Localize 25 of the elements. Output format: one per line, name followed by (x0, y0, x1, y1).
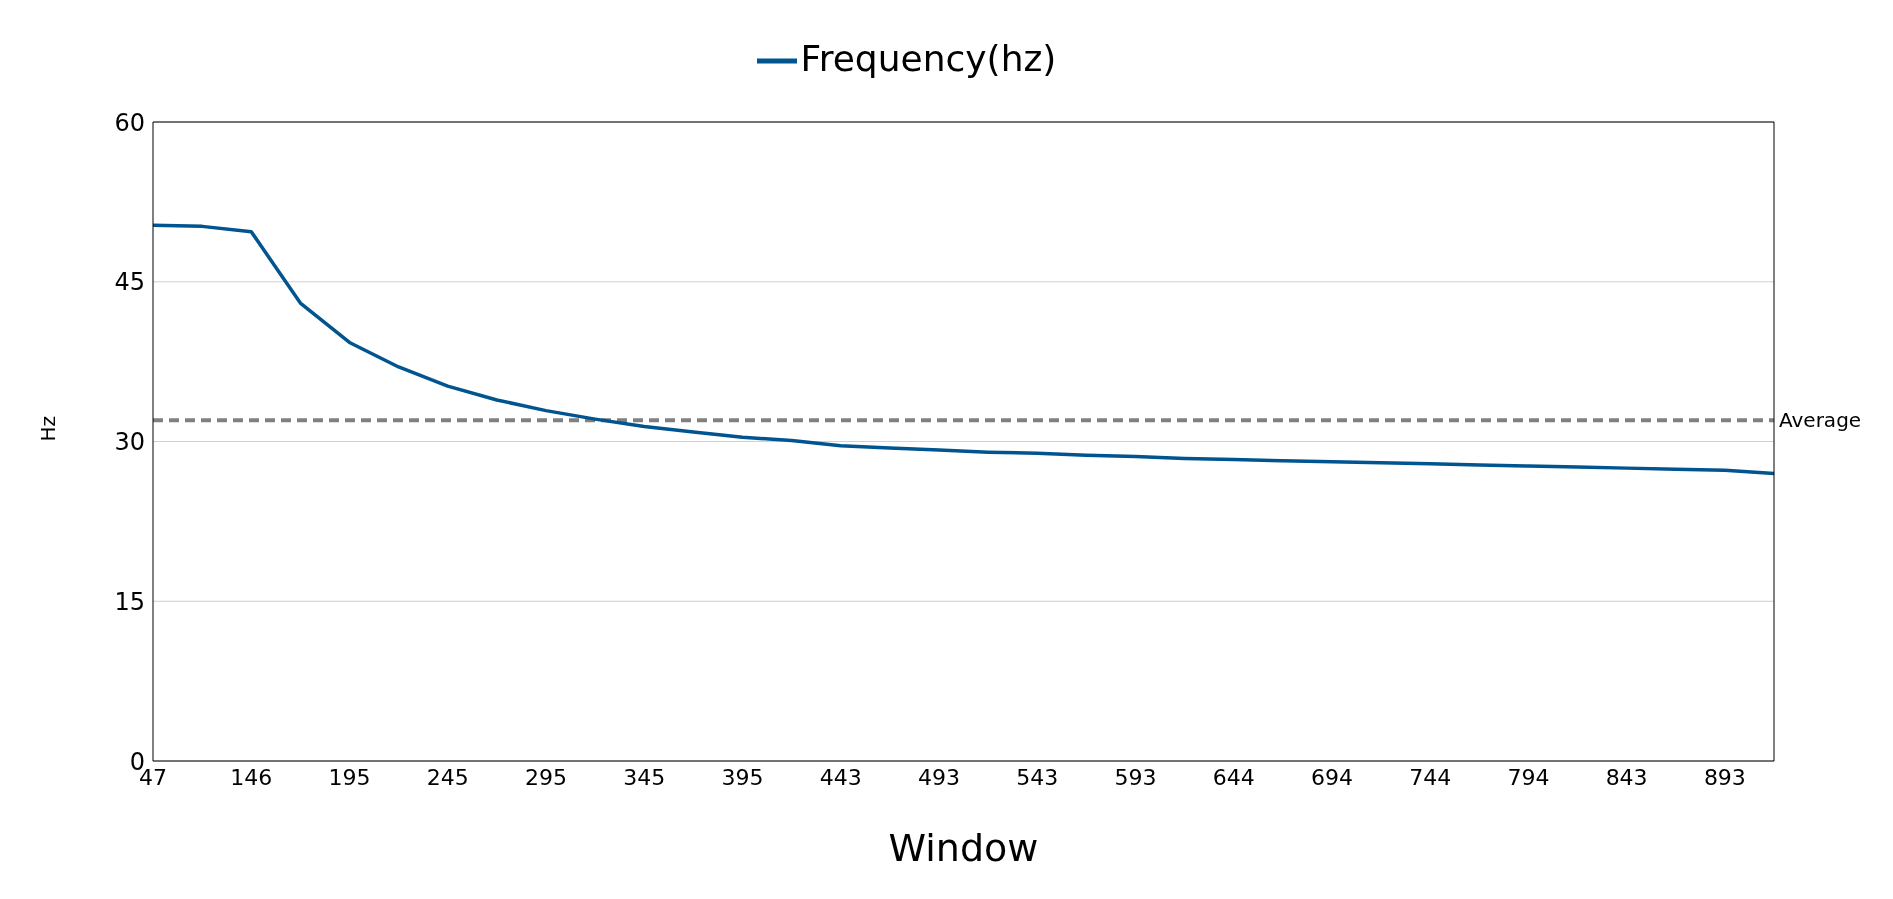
line-series (151, 223, 1776, 476)
x-tick-label: 744 (1409, 764, 1452, 790)
x-tick-label: 146 (230, 764, 273, 790)
y-axis-title: Hz (36, 415, 61, 442)
x-tick-label: 694 (1310, 764, 1353, 790)
y-tick-label: 15 (114, 587, 145, 616)
x-tick-label: 843 (1605, 764, 1648, 790)
x-tick-label: 543 (1016, 764, 1059, 790)
x-tick-label: 493 (917, 764, 960, 790)
x-tick-label: 345 (623, 764, 666, 790)
x-tick-label: 395 (721, 764, 764, 790)
x-tick-label: 644 (1212, 764, 1255, 790)
legend-label: Frequency(hz) (800, 38, 1057, 79)
x-tick-label: 443 (819, 764, 862, 790)
y-tick-label: 60 (114, 108, 145, 137)
x-tick-label: 893 (1703, 764, 1746, 790)
ref-line-label: Average (1779, 408, 1862, 433)
y-tick-label: 45 (114, 268, 145, 297)
x-axis-title: Window (888, 826, 1039, 870)
x-tick-label: 593 (1114, 764, 1157, 790)
x-tick-label: 794 (1507, 764, 1550, 790)
x-tick-label: 295 (524, 764, 567, 790)
x-tick-label: 245 (426, 764, 469, 790)
x-tick-label: 195 (328, 764, 371, 790)
y-tick-label: 30 (114, 428, 145, 457)
